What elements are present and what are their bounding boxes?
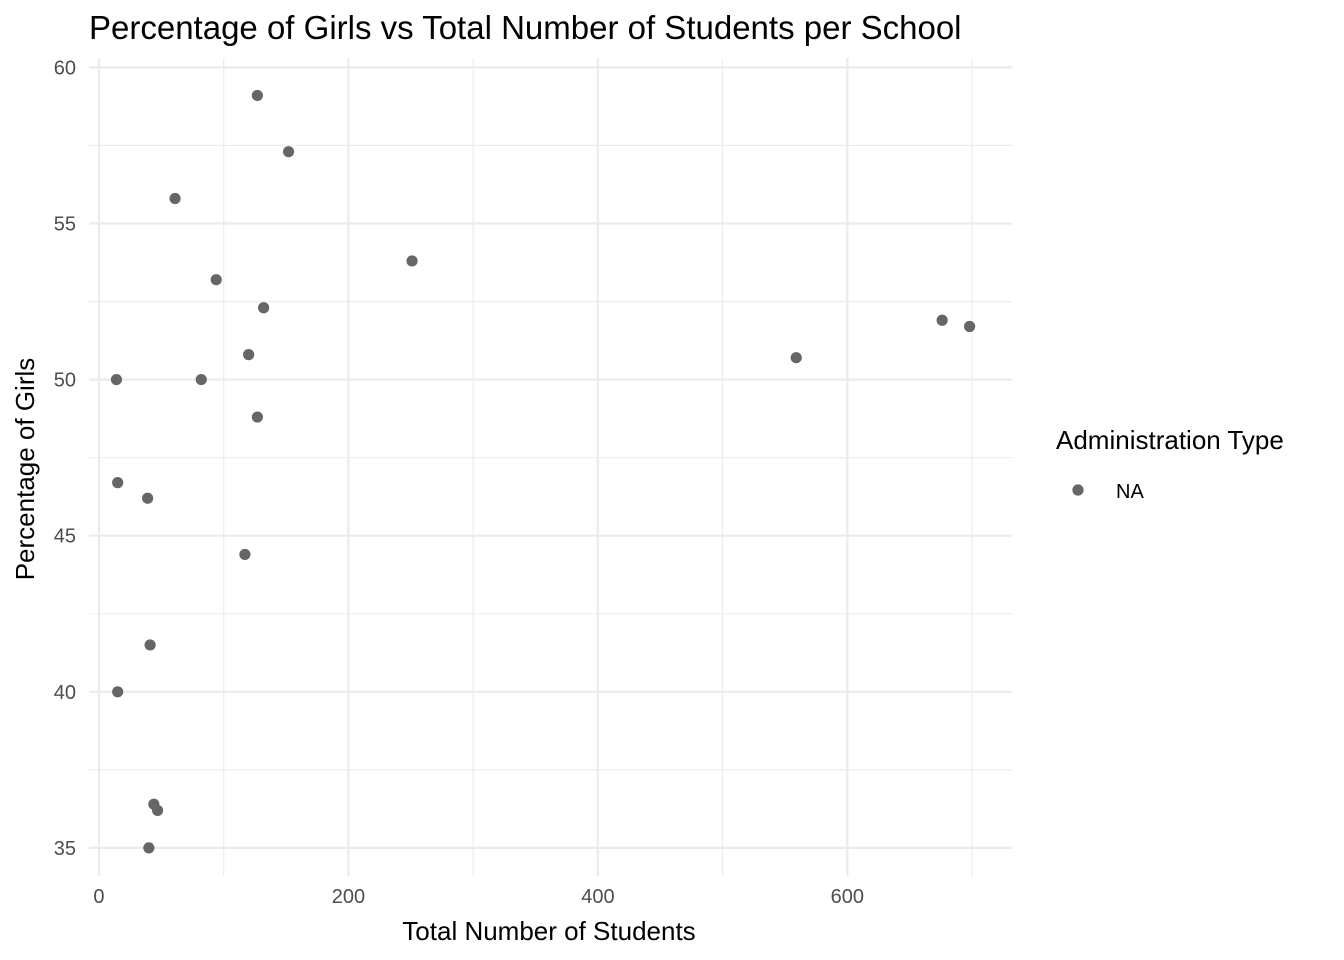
data-point xyxy=(258,302,270,314)
data-point xyxy=(963,320,976,333)
data-point xyxy=(282,146,295,158)
data-point xyxy=(195,373,207,386)
data-point xyxy=(406,255,418,267)
data-point xyxy=(144,639,156,651)
data-point xyxy=(239,548,251,561)
y-tick-label: 40 xyxy=(54,682,76,704)
data-point xyxy=(251,411,263,423)
data-point xyxy=(143,842,155,854)
data-point xyxy=(790,352,802,364)
data-point xyxy=(251,89,263,102)
data-point xyxy=(210,274,222,286)
legend-key-marker xyxy=(1072,484,1084,496)
x-tick-label: 0 xyxy=(93,886,104,908)
tick-labels: 0 200 400 600 35 40 45 50 55 60 xyxy=(54,57,864,908)
y-tick-label: 35 xyxy=(54,838,76,860)
y-tick-label: 60 xyxy=(54,57,76,79)
x-tick-label: 400 xyxy=(581,886,614,908)
legend: Administration Type NA xyxy=(1056,425,1284,503)
data-point xyxy=(110,373,123,386)
data-points xyxy=(110,89,976,854)
x-tick-label: 600 xyxy=(831,886,864,908)
y-tick-label: 55 xyxy=(54,213,76,235)
data-point xyxy=(243,349,255,361)
legend-entry-label: NA xyxy=(1116,481,1144,503)
data-point xyxy=(142,492,154,504)
y-axis-title: Percentage of Girls xyxy=(10,358,40,581)
data-point xyxy=(112,477,124,489)
chart-title: Percentage of Girls vs Total Number of S… xyxy=(89,9,962,46)
y-tick-label: 50 xyxy=(54,370,76,392)
data-point xyxy=(169,192,181,205)
y-tick-label: 45 xyxy=(54,526,76,548)
grid xyxy=(89,58,1012,876)
x-tick-label: 200 xyxy=(332,886,365,908)
legend-title: Administration Type xyxy=(1056,425,1284,455)
data-point xyxy=(152,804,164,817)
data-point xyxy=(936,314,948,326)
data-point xyxy=(112,686,124,698)
x-axis-title: Total Number of Students xyxy=(402,916,695,946)
